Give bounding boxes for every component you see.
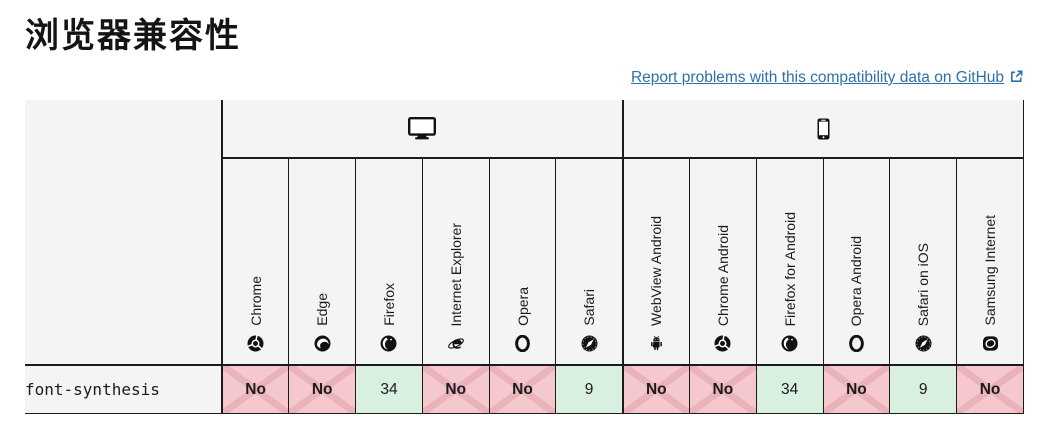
browser-label: Safari on iOS xyxy=(915,242,932,326)
browser-label: Chrome xyxy=(247,276,264,326)
browser-label: Samsung Internet xyxy=(982,215,999,326)
browser-header-safari-on-ios: Safari on iOS xyxy=(889,158,957,365)
browser-header-row: Chrome Edge Firefox Internet Explorer Opera S… xyxy=(25,158,1024,365)
webview-android-icon xyxy=(648,335,665,352)
page: 浏览器兼容性 Report problems with this compati… xyxy=(25,18,1024,414)
browser-label: Opera Android xyxy=(848,235,865,326)
browser-label: Edge xyxy=(314,293,331,326)
browser-header-webview-android: WebView Android xyxy=(621,158,690,365)
platform-mobile xyxy=(621,100,1024,159)
support-cell-edge: No xyxy=(288,364,356,414)
report-problems-link[interactable]: Report problems with this compatibility … xyxy=(631,69,1024,86)
support-cell-firefox: 34 xyxy=(355,364,423,414)
browser-header-internet-explorer: Internet Explorer xyxy=(421,158,490,365)
safari-icon xyxy=(915,335,932,352)
support-cell-samsung-internet: No xyxy=(956,364,1024,414)
browser-header-firefox: Firefox xyxy=(355,158,423,365)
report-link-row: Report problems with this compatibility … xyxy=(25,69,1024,89)
platform-row xyxy=(25,100,1024,365)
support-cell-chrome-android: No xyxy=(688,364,757,414)
chrome-icon xyxy=(714,335,731,352)
page-title: 浏览器兼容性 xyxy=(25,18,241,55)
feature-name: font-synthesis xyxy=(25,364,223,414)
support-cell-chrome: No xyxy=(221,364,289,414)
samsung-internet-icon xyxy=(982,335,999,352)
chrome-icon xyxy=(247,335,264,352)
browser-header-chrome: Chrome xyxy=(221,158,289,365)
firefox-icon xyxy=(380,335,397,352)
internet-explorer-icon xyxy=(447,335,465,352)
table-corner xyxy=(25,100,223,365)
support-cell-opera-android: No xyxy=(822,364,890,414)
browser-label: Safari xyxy=(581,289,598,326)
feature-row: font-synthesis No No 34 No No 9 No No 34 No 9 No xyxy=(25,364,1024,414)
external-link-icon xyxy=(1009,69,1024,89)
support-cell-webview-android: No xyxy=(621,364,690,414)
support-cell-safari: 9 xyxy=(555,364,623,414)
browser-header-edge: Edge xyxy=(288,158,356,365)
browser-label: Chrome Android xyxy=(714,224,731,326)
browser-header-opera-android: Opera Android xyxy=(822,158,890,365)
safari-icon xyxy=(581,335,598,352)
browser-header-opera: Opera xyxy=(488,158,556,365)
firefox-icon xyxy=(781,335,798,352)
support-cell-safari-on-ios: 9 xyxy=(889,364,957,414)
browser-label: Firefox for Android xyxy=(781,211,798,326)
browser-header-chrome-android: Chrome Android xyxy=(688,158,757,365)
support-cell-opera: No xyxy=(488,364,556,414)
browser-header-firefox-for-android: Firefox for Android xyxy=(755,158,824,365)
mobile-icon xyxy=(817,118,830,139)
support-cell-firefox-for-android: 34 xyxy=(755,364,824,414)
browser-header-safari: Safari xyxy=(555,158,623,365)
opera-icon xyxy=(514,335,531,352)
desktop-icon xyxy=(408,117,437,140)
platform-desktop xyxy=(221,100,623,159)
report-problems-link-label: Report problems with this compatibility … xyxy=(630,69,1004,86)
opera-icon xyxy=(848,335,865,352)
compat-table: Chrome Edge Firefox Internet Explorer Opera S… xyxy=(25,100,1024,414)
browser-label: Internet Explorer xyxy=(447,222,464,327)
edge-icon xyxy=(314,335,331,352)
browser-label: Firefox xyxy=(380,283,397,326)
browser-label: Opera xyxy=(514,287,531,326)
browser-label: WebView Android xyxy=(648,216,665,326)
browser-header-samsung-internet: Samsung Internet xyxy=(956,158,1024,365)
support-cell-internet-explorer: No xyxy=(421,364,490,414)
